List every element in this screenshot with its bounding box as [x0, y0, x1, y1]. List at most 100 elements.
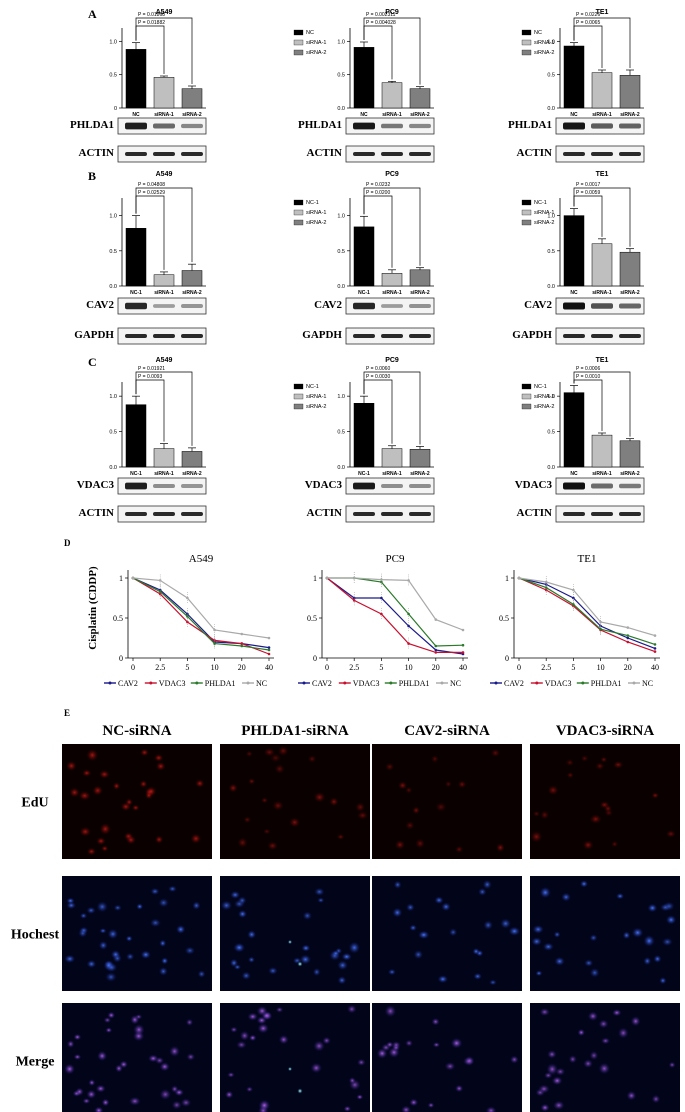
x-tick-label: 0 [325, 663, 329, 672]
y-tick-label: 0.0 [547, 465, 555, 471]
x-tick-label: siRNA-2 [410, 112, 430, 118]
x-tick-label: NC-1 [358, 471, 370, 477]
blot-band [591, 123, 613, 129]
x-tick-label: siRNA-2 [182, 290, 202, 296]
legend-label: VDAC3 [353, 679, 380, 688]
panel-letter-C: C [88, 355, 97, 369]
blot-band [381, 512, 403, 516]
bar-siRNA-2 [409, 88, 431, 109]
data-point [240, 642, 244, 645]
blot-band [409, 123, 431, 129]
significance-bracket-inner [363, 25, 393, 80]
cell-nucleus [598, 1062, 611, 1075]
y-tick-label: 0.5 [307, 614, 317, 623]
cell-nucleus [159, 939, 167, 948]
cell-nucleus [268, 966, 278, 975]
data-point [267, 652, 271, 656]
x-tick-label: siRNA-1 [154, 112, 174, 118]
bar-NC-1 [125, 228, 147, 287]
cell-nucleus [224, 1090, 234, 1099]
cell-nucleus [248, 1034, 257, 1042]
p-value-inner: P = 0.01882 [138, 20, 165, 26]
data-point [186, 620, 189, 624]
cell-nucleus [139, 780, 148, 788]
x-tick-label: 0 [517, 663, 521, 672]
blot-frame [117, 297, 207, 315]
cell-nucleus [444, 780, 452, 788]
blot-band [153, 123, 175, 129]
bar-NC [563, 215, 585, 287]
cell-nucleus [457, 780, 467, 789]
x-tick-label: siRNA-1 [154, 471, 174, 477]
legend-label: NC [306, 30, 314, 36]
cell-nucleus [587, 1011, 599, 1022]
x-tick-label: 40 [651, 663, 659, 672]
cell-nucleus [485, 1106, 497, 1112]
panel-letter-E: E [64, 708, 70, 718]
cell-nucleus [555, 1067, 566, 1076]
cell-nucleus [577, 1028, 586, 1037]
data-point [240, 644, 244, 648]
legend-swatch [293, 199, 304, 206]
blot-band [181, 152, 203, 156]
p-value-inner: P = 0.004028 [366, 20, 396, 26]
cell-nucleus [101, 1098, 110, 1107]
cell-nucleus [542, 942, 554, 951]
cell-nucleus [312, 967, 321, 977]
data-point [572, 596, 575, 600]
bar-siRNA-2 [181, 88, 203, 109]
cell-nucleus [490, 748, 501, 758]
blot-label-PHLDA1: PHLDA1 [70, 119, 114, 131]
cell-nucleus [665, 914, 677, 925]
cell-nucleus [158, 966, 168, 976]
blot-label-ACTIN: ACTIN [517, 507, 553, 519]
cell-nucleus [539, 1007, 551, 1017]
p-value-outer: P = 0.0060 [366, 366, 390, 372]
y-tick-label: 0.5 [109, 249, 117, 255]
legend-swatch [521, 393, 532, 400]
cell-nucleus [651, 792, 659, 799]
legend-label: NC [256, 679, 267, 688]
legend-swatch [293, 39, 304, 46]
legend-swatch [293, 49, 304, 56]
chart-title: A549 [189, 553, 214, 565]
cell-nucleus [103, 1016, 112, 1024]
blot-band [409, 483, 431, 489]
cell-nucleus [86, 847, 97, 856]
legend-swatch [293, 219, 304, 226]
cell-nucleus [631, 927, 644, 938]
legend-label: siRNA-1 [306, 210, 326, 216]
cell-nucleus [233, 964, 242, 970]
cell-nucleus [432, 1041, 441, 1048]
cell-nucleus [197, 970, 206, 978]
cell-nucleus [110, 949, 121, 959]
cell-nucleus [302, 911, 313, 921]
data-point [626, 640, 630, 644]
series-line-CAV2 [518, 577, 656, 649]
chart-title: PC9 [385, 171, 399, 178]
data-point [158, 590, 162, 593]
x-tick-label: NC-1 [358, 290, 370, 296]
bar-siRNA-1 [381, 448, 403, 468]
chart-title: TE1 [578, 553, 597, 565]
blot-label-VDAC3: VDAC3 [515, 479, 553, 491]
x-tick-label: siRNA-2 [182, 471, 202, 477]
d-ylabel: Cisplatin (CDDP) [87, 566, 99, 650]
cell-nucleus [391, 1044, 401, 1052]
micrograph-EdU-VDAC3-siRNA [530, 744, 680, 859]
cell-nucleus [237, 909, 248, 919]
blot-label-PHLDA1: PHLDA1 [508, 119, 552, 131]
x-tick-label: NC [570, 471, 578, 477]
cell-nucleus [258, 1099, 271, 1112]
micrograph-background [220, 1003, 370, 1112]
cell-nucleus [405, 903, 415, 912]
micrograph-background [372, 1003, 522, 1112]
cell-nucleus [175, 924, 186, 934]
data-point [572, 603, 575, 606]
y-tick-label: 1 [505, 574, 509, 583]
cell-nucleus [278, 1034, 289, 1045]
significance-bracket-outer [573, 371, 631, 437]
legend-marker [108, 681, 112, 685]
